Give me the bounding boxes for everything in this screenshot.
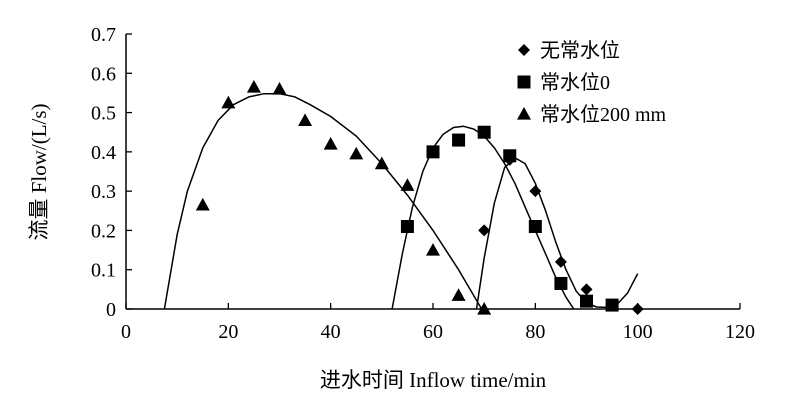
data-point-triangle <box>246 80 261 93</box>
x-tick-label: 0 <box>121 321 131 343</box>
x-tick-label: 20 <box>218 321 238 343</box>
data-point-square <box>580 294 593 308</box>
data-point-triangle <box>272 82 287 95</box>
data-point-square <box>528 220 542 233</box>
y-tick-label: 0.1 <box>91 260 116 282</box>
legend-label: 常水位0 <box>540 71 610 94</box>
legend-marker-diamond <box>518 44 530 56</box>
data-point-square <box>426 145 440 159</box>
y-ticks: 0 0.1 0.2 0.3 0.4 0.5 0.6 0.7 <box>91 24 132 321</box>
data-point-square <box>400 220 414 233</box>
x-tick-label: 40 <box>321 321 341 343</box>
fit-curve-triangle <box>163 92 483 310</box>
x-tick-label: 80 <box>525 321 545 343</box>
y-tick-label: 0.2 <box>91 220 116 242</box>
y-tick-label: 0.4 <box>91 142 116 164</box>
data-point-triangle <box>451 288 466 301</box>
legend-label: 无常水位 <box>540 39 620 62</box>
y-axis-title: 流量 Flow/(L/s) <box>27 103 51 240</box>
data-point-triangle <box>221 95 236 109</box>
y-tick-label: 0 <box>106 299 116 321</box>
data-markers <box>195 80 644 315</box>
data-point-triangle <box>195 197 210 211</box>
x-ticks: 0 20 40 60 80 100 120 <box>121 303 755 343</box>
data-point-diamond <box>478 224 491 237</box>
y-tick-label: 0.3 <box>91 181 116 203</box>
data-point-diamond <box>554 255 567 268</box>
legend-marker-square <box>517 75 531 89</box>
data-point-triangle <box>400 178 415 191</box>
data-point-triangle <box>298 113 313 127</box>
x-axis-title: 进水时间 Inflow time/min <box>320 368 547 392</box>
data-point-triangle <box>323 137 338 150</box>
legend-marker-triangle <box>517 107 531 120</box>
y-tick-label: 0.6 <box>91 63 116 85</box>
data-point-diamond <box>529 185 542 198</box>
x-tick-label: 60 <box>423 321 443 343</box>
x-tick-label: 120 <box>725 321 755 343</box>
y-tick-label: 0.7 <box>91 24 116 46</box>
legend-label: 常水位200 mm <box>540 103 667 126</box>
data-point-square <box>554 276 568 290</box>
data-point-diamond <box>580 283 593 296</box>
x-tick-label: 100 <box>623 321 653 343</box>
data-point-triangle <box>374 156 389 170</box>
data-point-square <box>477 125 491 139</box>
data-point-square <box>503 149 517 163</box>
y-tick-label: 0.5 <box>91 103 116 125</box>
data-point-triangle <box>349 146 364 160</box>
data-point-triangle <box>426 243 440 256</box>
fit-curve-square <box>391 125 575 310</box>
axes <box>125 34 740 310</box>
data-point-square <box>452 133 466 147</box>
